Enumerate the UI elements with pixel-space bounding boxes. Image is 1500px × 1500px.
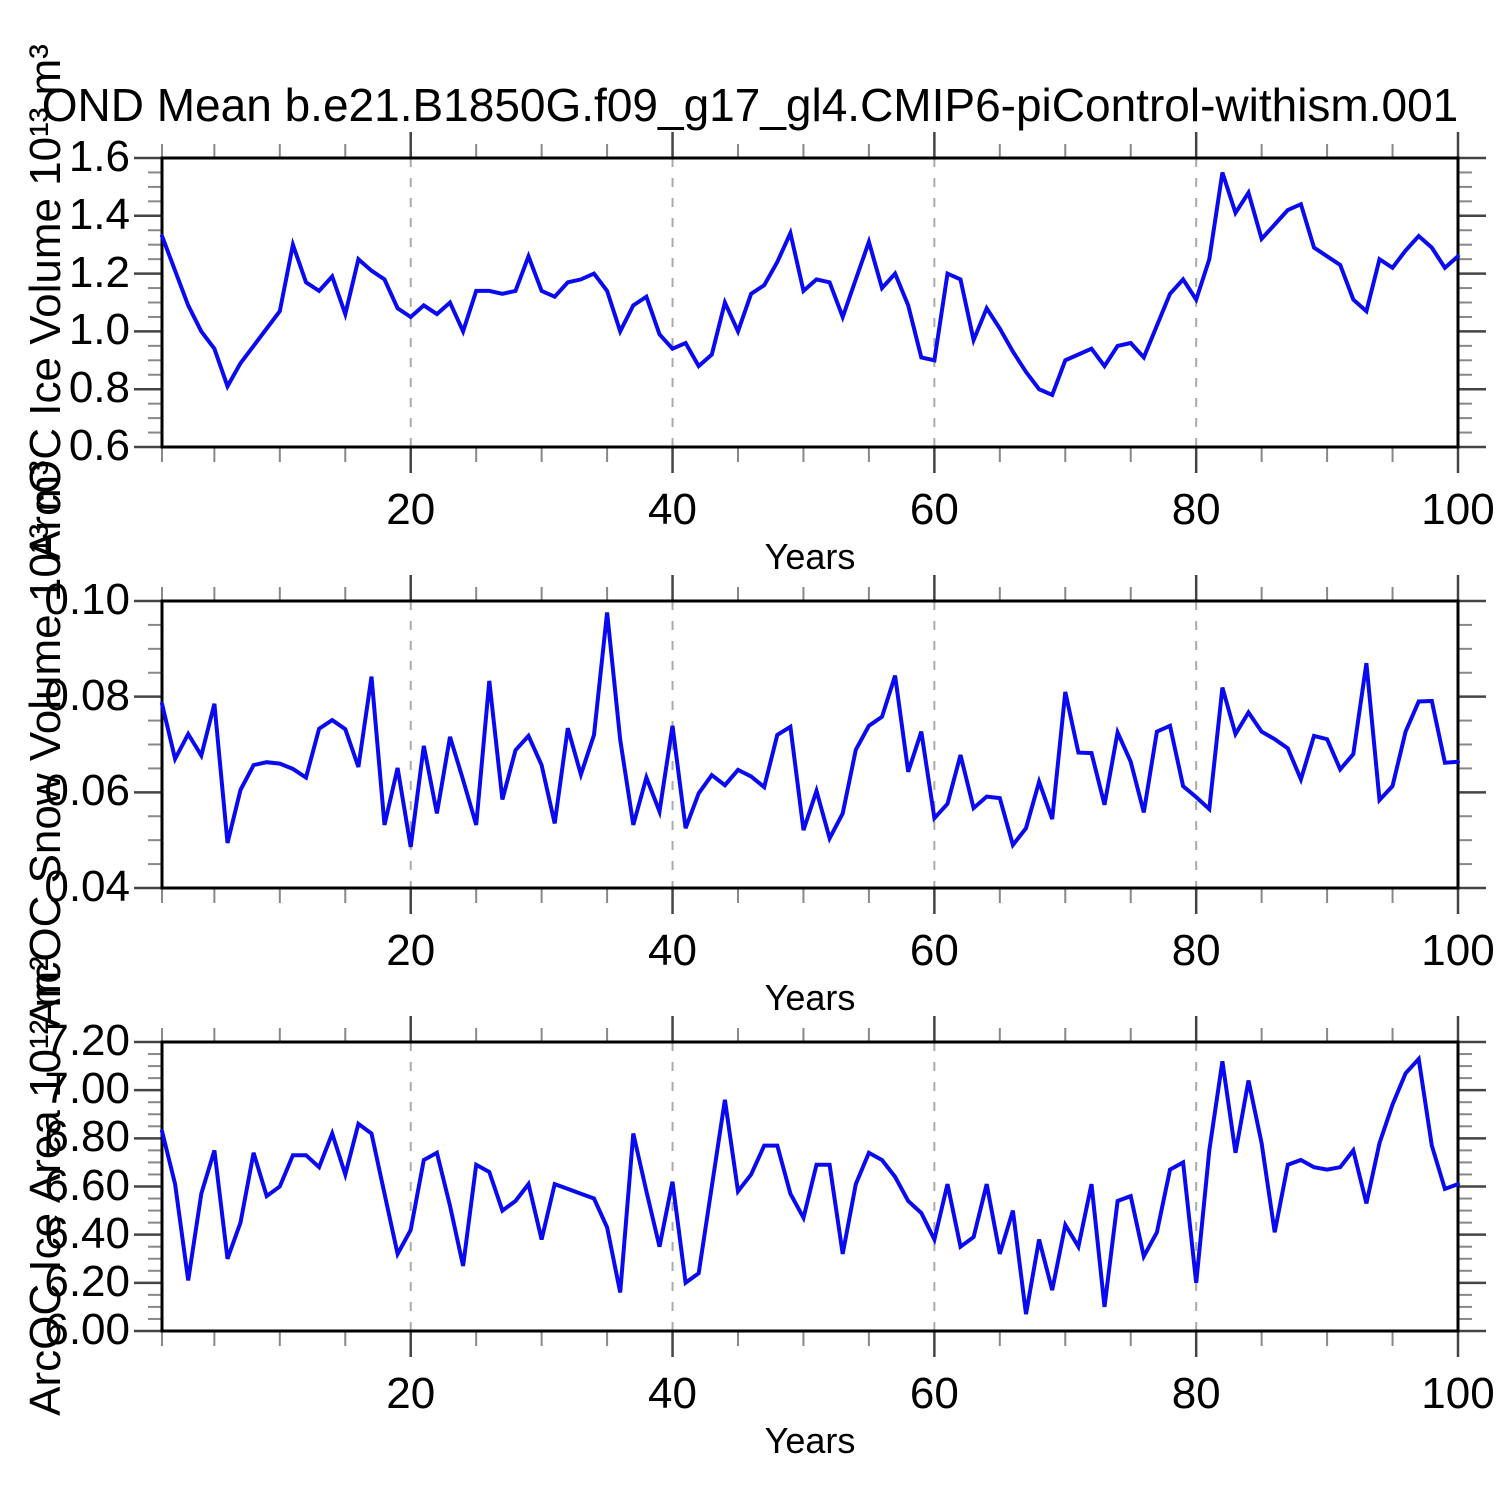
data-line-snow-volume [160,612,1460,850]
data-line-ice-area [160,1054,1460,1315]
plot-title: OND Mean b.e21.B1850G.f09_g17_gl4.CMIP6-… [41,79,1459,131]
data-line-ice-volume [160,171,1460,398]
